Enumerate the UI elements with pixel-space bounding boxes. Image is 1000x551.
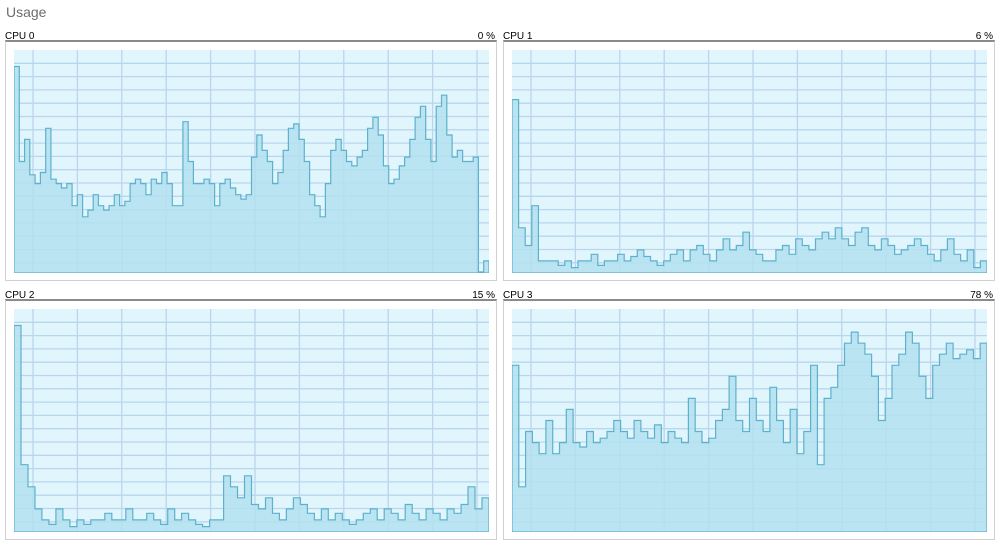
- cpu-usage-value: 15 %: [472, 290, 495, 301]
- cpu-label: CPU 2: [5, 290, 35, 301]
- usage-title: Usage: [6, 4, 47, 20]
- cpu-usage-value: 6 %: [975, 31, 993, 42]
- cpu-2-chart: [14, 309, 489, 532]
- cpu-graph: [5, 40, 497, 281]
- cpu-usage-value: 78 %: [970, 290, 993, 301]
- cpu-label: CPU 1: [503, 31, 533, 42]
- cpu-usage-area: [14, 324, 489, 532]
- cpu-3-chart: [512, 309, 987, 532]
- cpu-label: CPU 0: [5, 31, 35, 42]
- cpu-1-chart: [512, 50, 987, 273]
- cpu-usage-value: 0 %: [477, 31, 495, 42]
- cpu-usage-area: [512, 99, 987, 273]
- cpu-graph: [503, 40, 995, 281]
- cpu-graph: [503, 299, 995, 540]
- cpu-usage-area: [14, 65, 489, 273]
- cpu-usage-area: [512, 331, 987, 532]
- cpu-0-chart: [14, 50, 489, 273]
- cpu-label: CPU 3: [503, 290, 533, 301]
- cpu-graph: [5, 299, 497, 540]
